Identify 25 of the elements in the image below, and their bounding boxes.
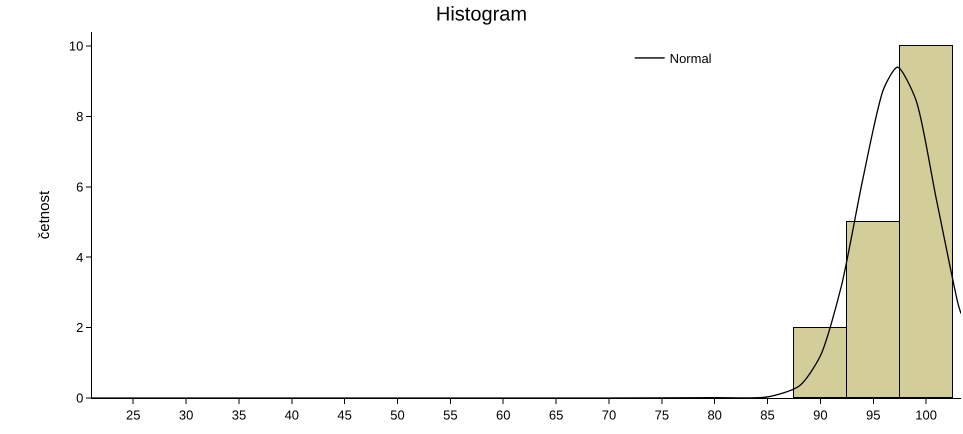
x-tick-label: 95 (866, 408, 880, 423)
x-tick-label: 55 (443, 408, 458, 423)
y-tick-label: 6 (76, 179, 84, 194)
legend-label: Normal (670, 51, 712, 66)
x-tick-label: 70 (602, 408, 616, 423)
y-tick-label: 10 (68, 38, 84, 54)
y-tick-label: 2 (76, 320, 84, 336)
chart-title: Histogram (436, 4, 528, 26)
x-tick-label: 85 (760, 408, 775, 423)
x-tick-label: 25 (126, 408, 140, 423)
x-tick-label: 100 (915, 408, 937, 423)
x-tick-label: 40 (284, 408, 300, 423)
x-tick-label: 75 (654, 408, 670, 423)
x-tick-label: 80 (707, 408, 722, 423)
y-axis-title: četnost (36, 190, 54, 240)
y-tick-label: 8 (76, 109, 84, 124)
x-tick-label: 35 (232, 408, 246, 423)
y-tick-label: 4 (76, 250, 84, 265)
x-tick-label: 65 (548, 408, 564, 423)
x-tick-label: 90 (813, 408, 828, 423)
x-tick-label: 50 (390, 408, 405, 423)
x-tick-label: 30 (178, 408, 194, 423)
y-tick-label: 0 (76, 390, 84, 406)
x-tick-label: 60 (496, 408, 510, 423)
x-tick-label: 45 (337, 408, 352, 423)
